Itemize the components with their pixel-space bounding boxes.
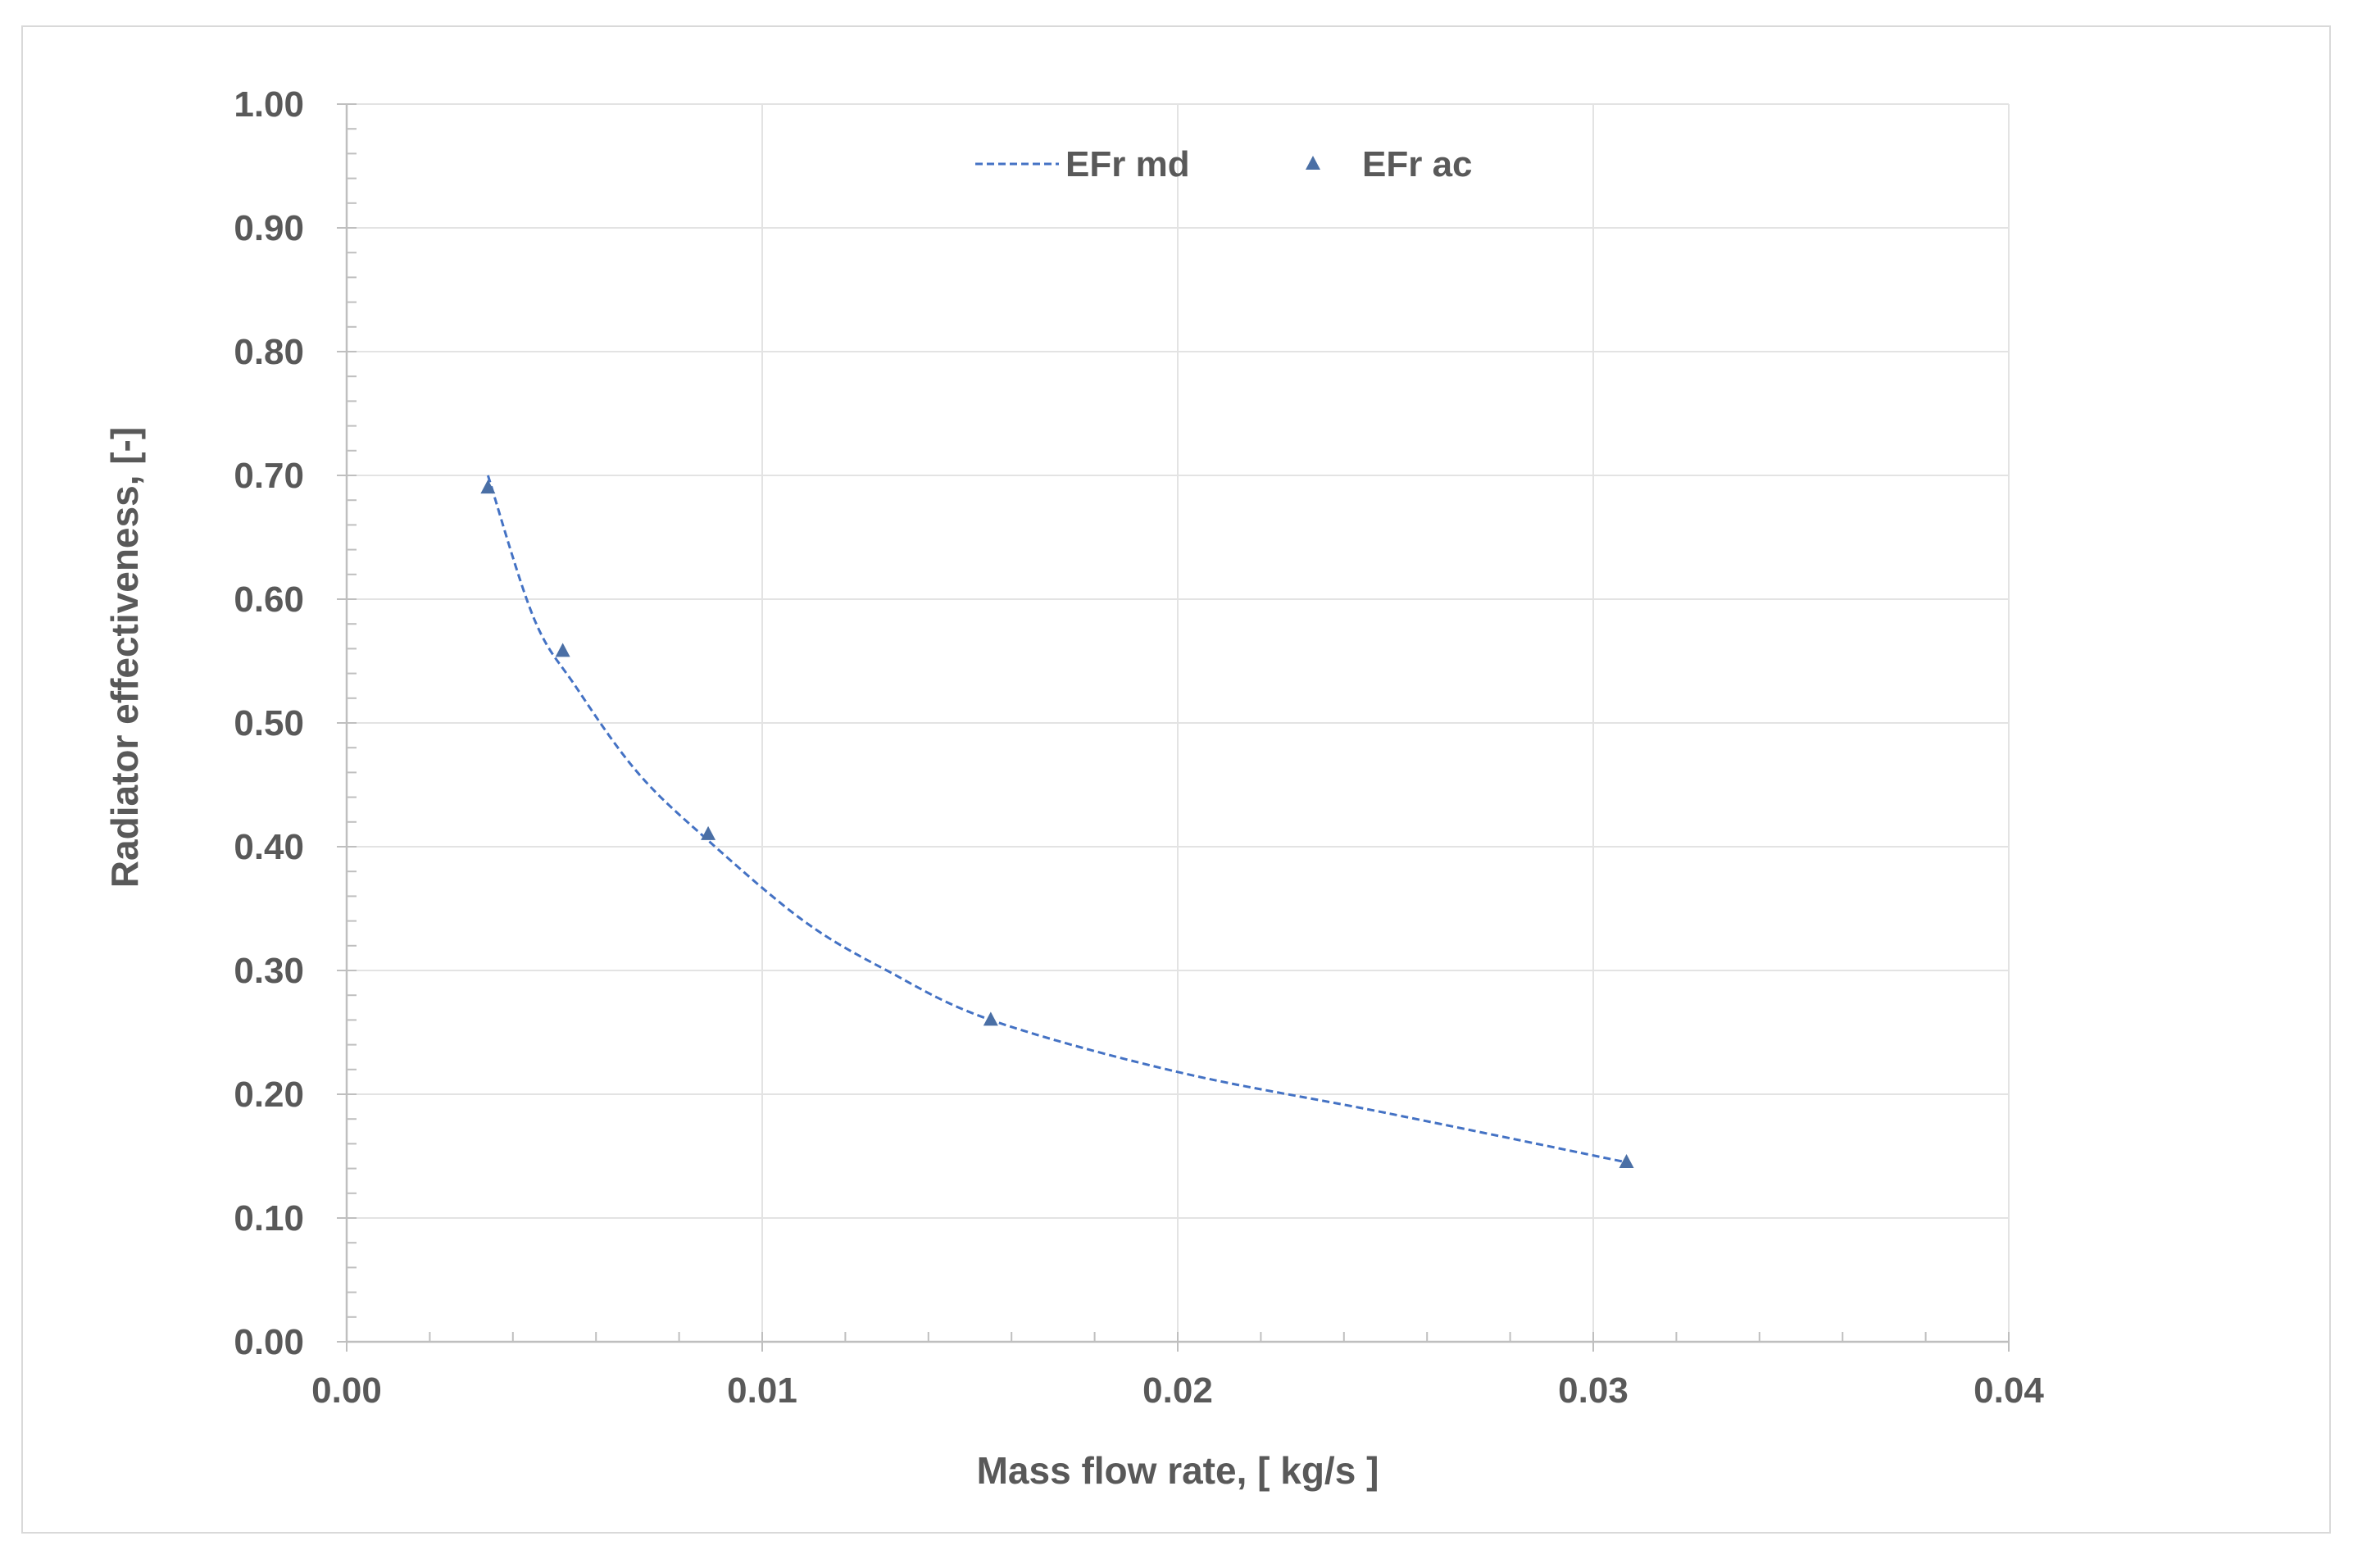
legend-swatch-triangle (1306, 156, 1320, 170)
x-axis-title: Mass flow rate, [ kg/s ] (977, 1449, 1379, 1492)
y-tick-label: 0.60 (234, 579, 304, 620)
data-point-efr-ac (983, 1011, 998, 1026)
y-tick-label: 0.50 (234, 703, 304, 743)
x-tick-label: 0.02 (1142, 1370, 1213, 1411)
series-marker-group (480, 479, 1634, 1169)
y-tick-label: 0.40 (234, 827, 304, 867)
data-point-efr-ac (555, 643, 570, 657)
legend-label-efr-md: EFr md (1065, 144, 1190, 184)
gridlines (347, 103, 2010, 1342)
series-line-group (486, 475, 1627, 1164)
x-tick-label: 0.00 (311, 1370, 382, 1411)
tick-labels: 0.00 0.10 0.20 0.30 0.40 0.50 0.60 0.70 0.80 0.90… (234, 84, 2044, 1411)
x-tick-label: 0.01 (727, 1370, 797, 1411)
axes (337, 103, 2010, 1352)
legend: EFr md EFr ac (975, 144, 1473, 184)
x-tick-label: 0.03 (1558, 1370, 1628, 1411)
y-tick-label: 0.90 (234, 208, 304, 248)
y-tick-label: 1.00 (234, 84, 304, 125)
series-line-efr-md (486, 475, 1627, 1164)
y-axis-title: Radiator effectiveness, [-] (103, 427, 146, 888)
legend-label-efr-ac: EFr ac (1362, 144, 1473, 184)
y-tick-label: 0.30 (234, 951, 304, 991)
y-tick-label: 0.20 (234, 1075, 304, 1115)
data-point-efr-ac (480, 479, 496, 494)
y-tick-label: 0.70 (234, 456, 304, 496)
data-point-efr-ac (1619, 1154, 1634, 1169)
chart-frame (21, 25, 2331, 1534)
y-tick-label: 0.10 (234, 1198, 304, 1238)
y-tick-label: 0.00 (234, 1322, 304, 1362)
y-tick-label: 0.80 (234, 332, 304, 372)
x-tick-label: 0.04 (1974, 1370, 2044, 1411)
data-point-efr-ac (701, 825, 716, 840)
